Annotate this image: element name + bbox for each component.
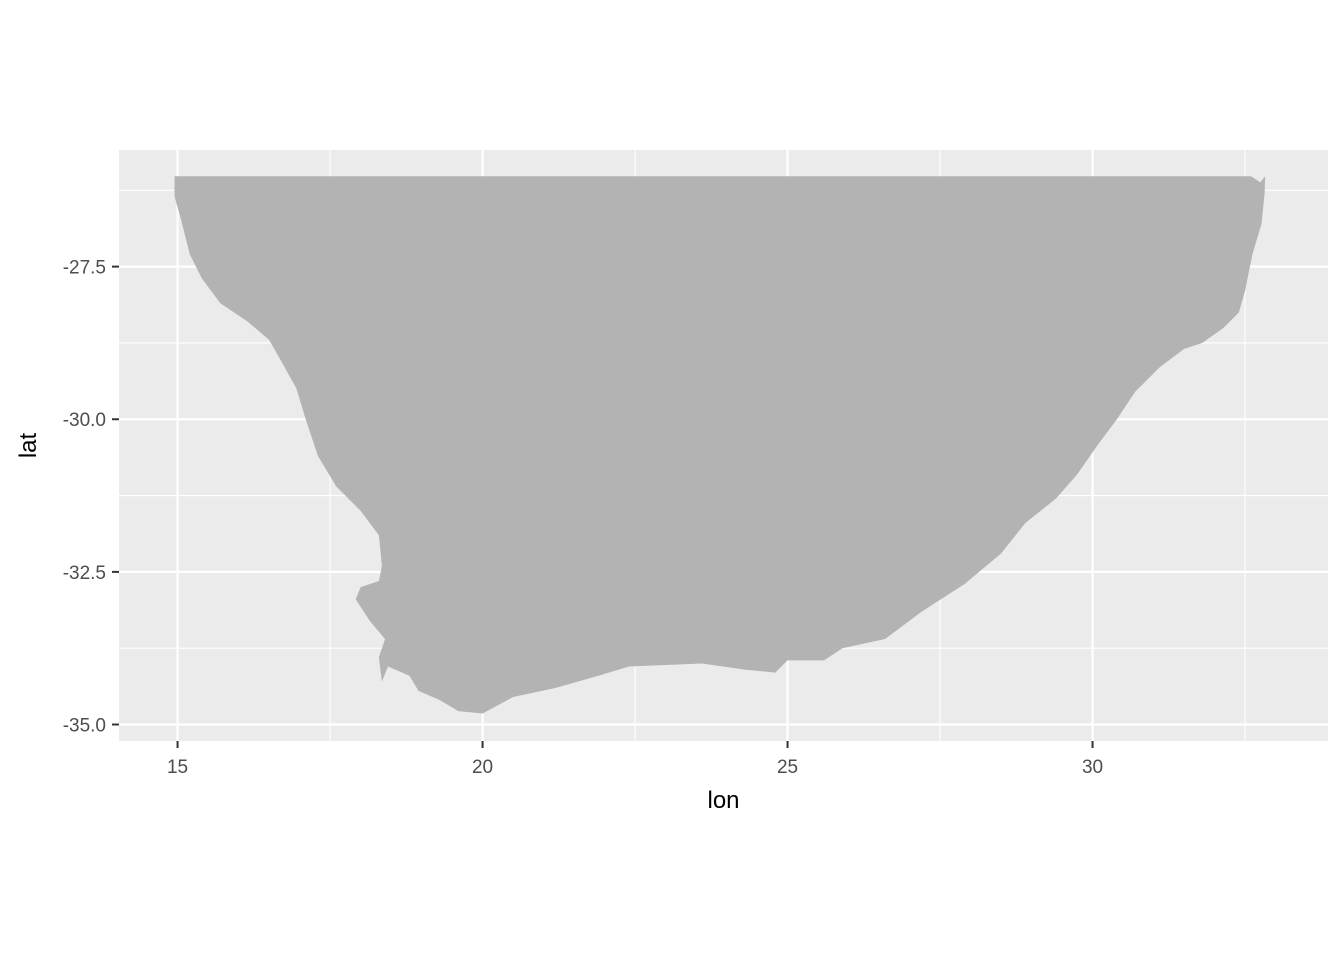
y-axis-title: lat: [15, 433, 42, 459]
y-tick-label: -32.5: [63, 563, 106, 584]
y-tick-label: -35.0: [63, 716, 106, 737]
x-tick-label: 20: [472, 757, 493, 778]
y-axis: -27.5 -30.0 -32.5 -35.0: [63, 258, 119, 737]
x-tick-label: 15: [167, 757, 188, 778]
x-axis: 15 20 25 30: [167, 741, 1103, 778]
x-tick-label: 25: [777, 757, 798, 778]
y-tick-label: -30.0: [63, 410, 106, 431]
land-polygon: [174, 176, 1266, 714]
x-tick-label: 30: [1082, 757, 1103, 778]
x-axis-title: lon: [707, 787, 739, 814]
y-tick-label: -27.5: [63, 258, 106, 279]
